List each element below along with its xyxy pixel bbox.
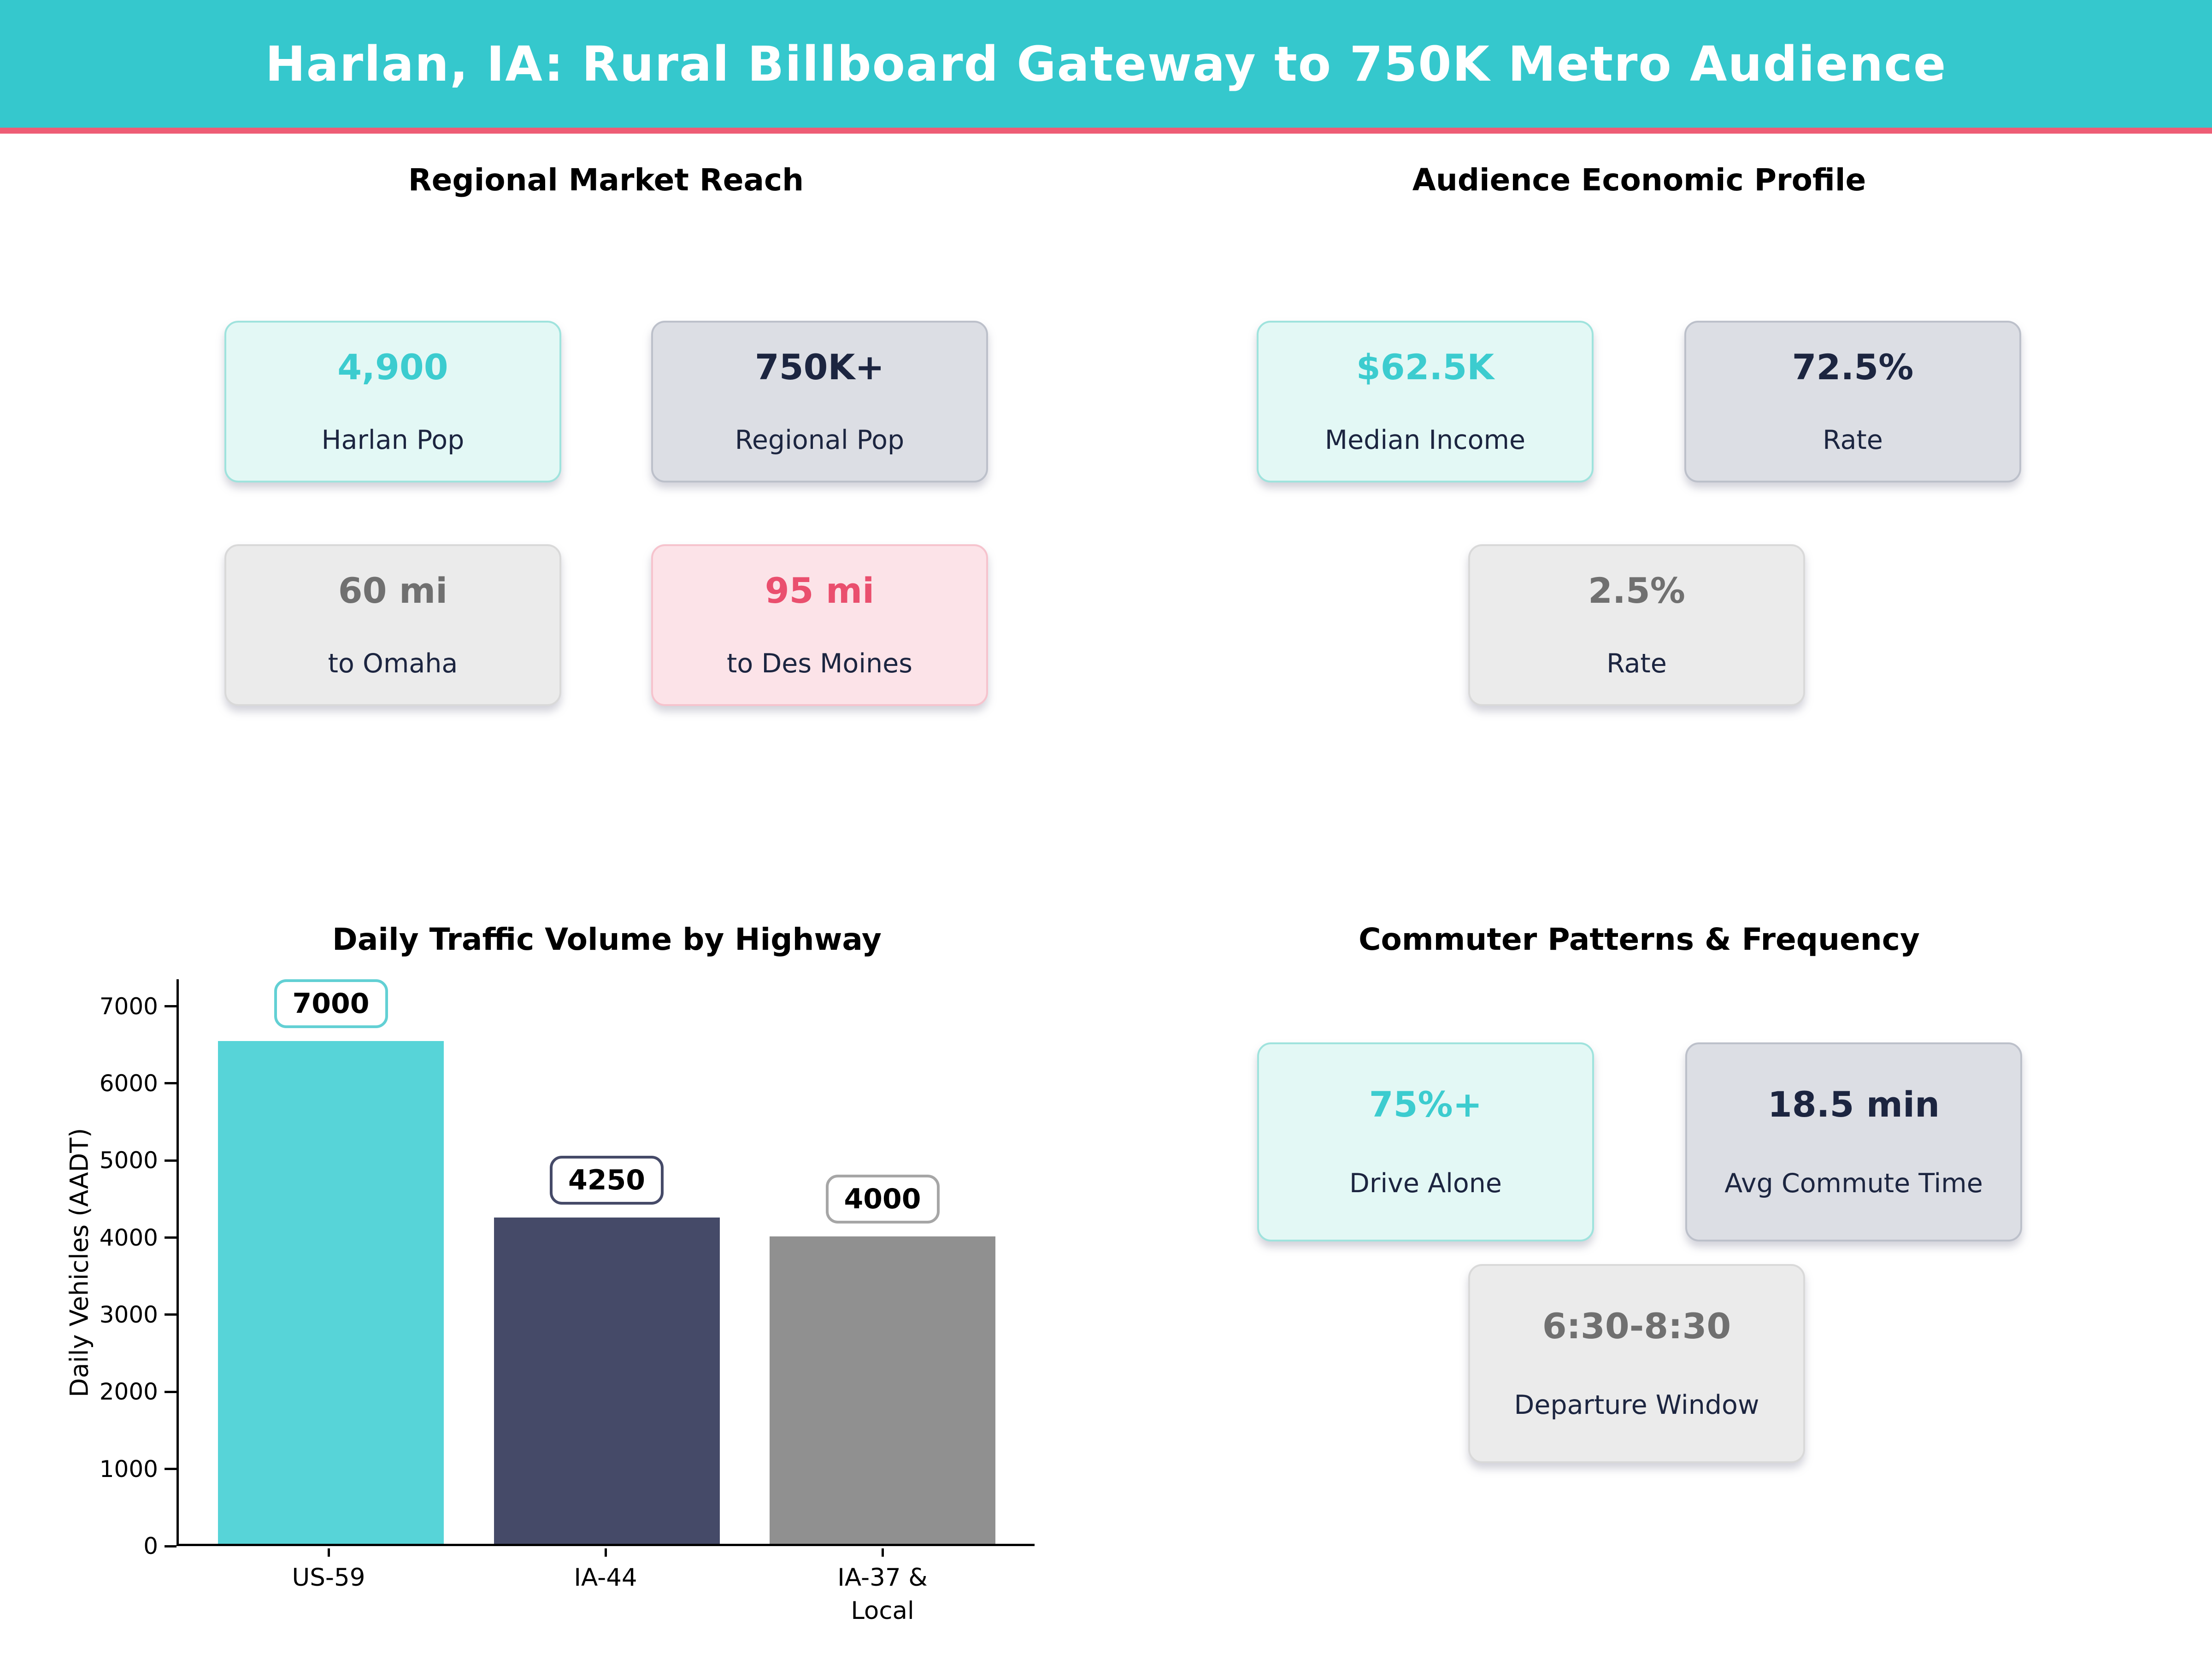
bar xyxy=(770,1236,995,1544)
stat-card-omaha-distance: 60 mi to Omaha xyxy=(224,544,561,706)
stat-label: Harlan Pop xyxy=(321,425,465,455)
stat-value: 18.5 min xyxy=(1767,1084,1940,1125)
stat-value: 4,900 xyxy=(337,347,448,388)
bar-group: 4000 xyxy=(770,979,995,1544)
stat-label: Median Income xyxy=(1324,425,1526,455)
stat-card-rate-low: 2.5% Rate xyxy=(1468,544,1805,706)
stat-value: 72.5% xyxy=(1792,347,1914,388)
stat-label: to Des Moines xyxy=(727,648,912,679)
bar-group: 4250 xyxy=(494,979,720,1544)
stat-value: 60 mi xyxy=(338,570,448,611)
x-axis-category-label: IA-44 xyxy=(493,1548,718,1627)
y-tick-label: 4000 xyxy=(99,1224,158,1251)
y-tick-mark xyxy=(165,1313,176,1316)
x-axis-labels: US-59 IA-44 IA-37 & Local xyxy=(176,1548,1035,1627)
stat-label: Rate xyxy=(1606,648,1667,679)
y-tick-label: 6000 xyxy=(99,1070,158,1097)
stat-value: $62.5K xyxy=(1356,347,1494,388)
stat-value: 6:30-8:30 xyxy=(1542,1306,1731,1347)
y-tick-mark xyxy=(165,1545,176,1547)
bar-value-label: 7000 xyxy=(274,979,388,1028)
y-tick-mark xyxy=(165,1468,176,1471)
y-tick-mark xyxy=(165,1159,176,1162)
x-axis-category-label: IA-37 & Local xyxy=(770,1548,995,1627)
y-tick-label: 3000 xyxy=(99,1301,158,1328)
bar-chart-plot-area: 7000 4250 4000 xyxy=(176,979,1035,1546)
stat-value: 2.5% xyxy=(1588,570,1685,611)
y-tick-mark xyxy=(165,1390,176,1393)
bar-value-label: 4000 xyxy=(825,1175,940,1224)
stat-value: 75%+ xyxy=(1369,1084,1483,1125)
y-tick: 3000 xyxy=(100,1301,176,1328)
stat-card-departure-window: 6:30-8:30 Departure Window xyxy=(1468,1264,1805,1463)
y-tick-label: 5000 xyxy=(99,1147,158,1174)
y-tick-label: 7000 xyxy=(99,993,158,1020)
y-tick: 7000 xyxy=(100,993,176,1020)
stat-card-harlan-pop: 4,900 Harlan Pop xyxy=(224,321,561,482)
header-banner: Harlan, IA: Rural Billboard Gateway to 7… xyxy=(0,0,2212,128)
y-tick: 2000 xyxy=(100,1378,176,1405)
y-tick-mark xyxy=(165,1236,176,1239)
section-title-economic: Audience Economic Profile xyxy=(1412,162,1866,198)
stat-value: 750K+ xyxy=(754,347,885,388)
stat-label: Drive Alone xyxy=(1349,1168,1502,1199)
y-tick: 1000 xyxy=(100,1456,176,1483)
stat-card-commute-time: 18.5 min Avg Commute Time xyxy=(1685,1042,2022,1241)
stat-card-regional-pop: 750K+ Regional Pop xyxy=(651,321,988,482)
bar-group: 7000 xyxy=(218,979,444,1544)
y-tick: 5000 xyxy=(100,1147,176,1174)
y-axis-ticks: 0 1000 2000 3000 4000 5000 6000 7000 xyxy=(88,979,176,1559)
section-title-regional: Regional Market Reach xyxy=(408,162,804,198)
y-tick-label: 2000 xyxy=(99,1378,158,1406)
y-tick: 0 xyxy=(143,1533,176,1559)
y-tick-mark xyxy=(165,1082,176,1085)
stat-card-rate-high: 72.5% Rate xyxy=(1684,321,2021,482)
chart-title: Daily Traffic Volume by Highway xyxy=(332,922,882,957)
stat-label: Avg Commute Time xyxy=(1724,1168,1983,1199)
stat-value: 95 mi xyxy=(765,570,875,611)
y-tick-mark xyxy=(165,1005,176,1008)
y-tick: 4000 xyxy=(100,1224,176,1251)
page-title: Harlan, IA: Rural Billboard Gateway to 7… xyxy=(265,35,1947,92)
stat-label: Regional Pop xyxy=(735,425,905,455)
stat-card-des-moines-distance: 95 mi to Des Moines xyxy=(651,544,988,706)
stat-label: Rate xyxy=(1823,425,1883,455)
bar xyxy=(218,1041,444,1544)
bars-row: 7000 4250 4000 xyxy=(179,979,1035,1544)
stat-label: Departure Window xyxy=(1514,1390,1759,1420)
y-tick: 6000 xyxy=(100,1070,176,1097)
stat-card-median-income: $62.5K Median Income xyxy=(1257,321,1594,482)
y-tick-label: 0 xyxy=(143,1533,158,1559)
y-tick-label: 1000 xyxy=(99,1455,158,1483)
section-title-commuter: Commuter Patterns & Frequency xyxy=(1359,922,1920,957)
bar xyxy=(494,1217,720,1544)
stat-card-drive-alone: 75%+ Drive Alone xyxy=(1257,1042,1594,1241)
header-underline xyxy=(0,128,2212,134)
stat-label: to Omaha xyxy=(328,648,458,679)
x-axis-category-label: US-59 xyxy=(216,1548,441,1627)
bar-value-label: 4250 xyxy=(550,1155,664,1205)
